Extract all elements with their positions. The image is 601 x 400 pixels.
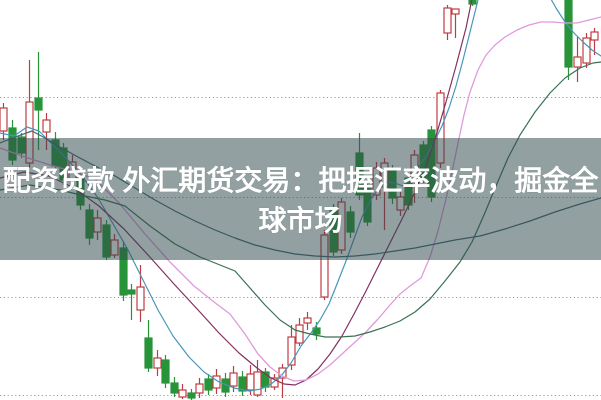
candle-body [170, 382, 179, 394]
candle-body [153, 357, 162, 369]
banner-overlay: 配资贷款 外汇期货交易：把握汇率波动，掘金全 球市场 [0, 138, 601, 260]
candle-body [573, 56, 582, 68]
candle-body [195, 383, 204, 394]
candle-body [590, 31, 599, 41]
candle-body [468, 0, 477, 5]
candle-body [295, 324, 304, 344]
ma-fast-cyan [550, 0, 601, 57]
candle-body [178, 389, 187, 398]
candle-body [127, 289, 136, 295]
candle-body [303, 317, 312, 324]
candle-body [238, 376, 247, 392]
ma-pink [0, 16, 601, 382]
candle-body [161, 359, 170, 384]
candle-body [229, 372, 238, 387]
candle-body [287, 336, 296, 366]
candle-body [187, 392, 196, 399]
candle-body [451, 8, 460, 15]
candle-body [204, 378, 213, 391]
candle-body [34, 97, 43, 111]
candle-body [270, 377, 279, 388]
candle-body [42, 119, 51, 133]
candle-body [443, 7, 452, 34]
candle-body [144, 337, 153, 369]
candle-body [246, 373, 255, 391]
banner-title-line2: 球市场 [258, 205, 343, 236]
candle-body [564, 0, 573, 68]
candle-body [0, 107, 8, 132]
candle-body [136, 286, 145, 311]
candle-body [253, 371, 262, 396]
candle-body [582, 37, 591, 64]
banner-title-line1: 配资贷款 外汇期货交易：把握汇率波动，掘金全 [2, 165, 599, 196]
